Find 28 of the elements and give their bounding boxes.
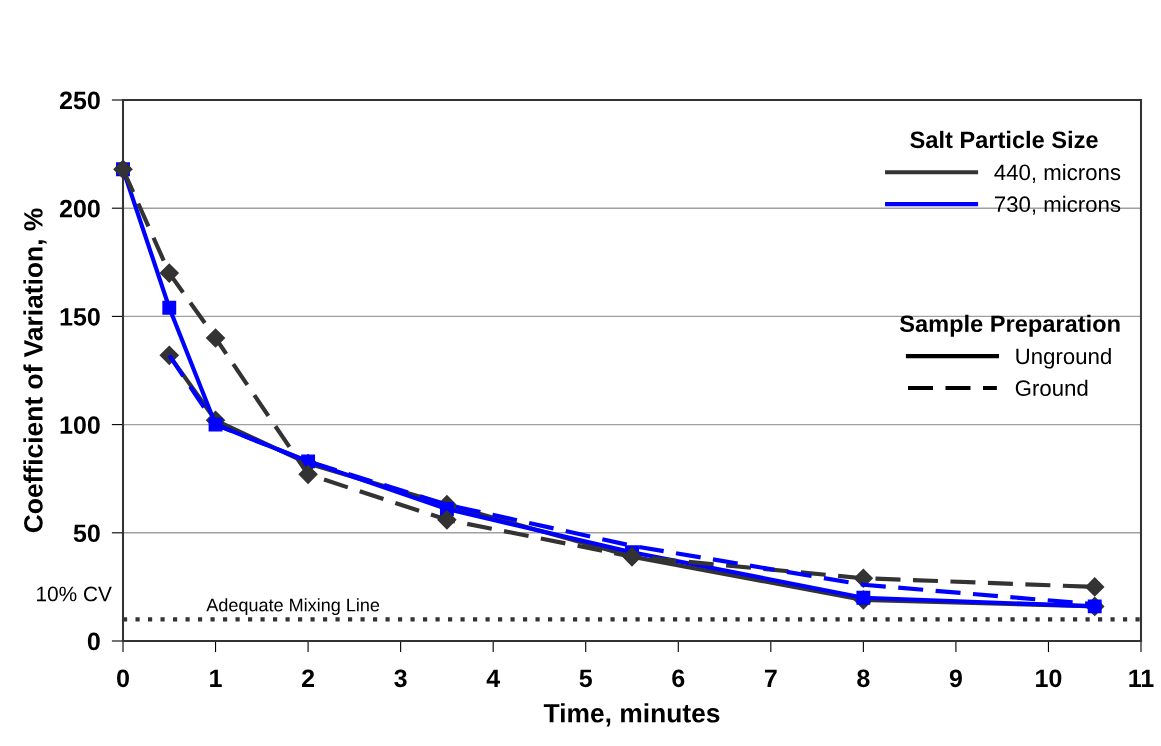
x-tick-label: 10 xyxy=(1036,669,1062,688)
annotation: Sample Preparation xyxy=(899,314,1120,337)
text: 10% CV xyxy=(37,586,112,602)
x-tick-label: 11 xyxy=(1129,669,1154,687)
x-tick-label: 5 xyxy=(579,669,592,688)
ref-line-label: Adequate Mixing Line xyxy=(206,598,380,616)
legend-label: 730, microns xyxy=(994,195,1121,215)
y-tick-label: 250 xyxy=(59,91,100,110)
y-tick-label: 100 xyxy=(60,416,100,434)
x-tick-label: 9 xyxy=(949,669,962,688)
annotation: Unground xyxy=(1016,347,1111,369)
x-tick-label: 4 xyxy=(486,669,500,687)
x-tick-label: 3 xyxy=(394,669,407,688)
y-tick-label: 0 xyxy=(87,632,100,651)
x-tick-label: 1 xyxy=(210,669,222,687)
y-tick-label: 200 xyxy=(59,199,100,218)
y-axis-title: Coefficient of Variation, % xyxy=(23,208,47,533)
x-axis-title: Time, minutes xyxy=(543,703,720,727)
x-tick-label: 2 xyxy=(302,669,315,687)
x-tick-label: 7 xyxy=(764,669,777,687)
legend-label: 440, microns xyxy=(994,163,1121,183)
x-tick-label: 8 xyxy=(857,669,870,688)
y-tick-label: 150 xyxy=(60,308,100,326)
x-tick-label: 0 xyxy=(117,669,129,688)
y-tick-label: 50 xyxy=(73,524,100,543)
legend-title: Salt Particle Size xyxy=(910,130,1098,149)
annotation: Ground xyxy=(1015,379,1088,397)
x-tick-label: 6 xyxy=(672,669,685,688)
